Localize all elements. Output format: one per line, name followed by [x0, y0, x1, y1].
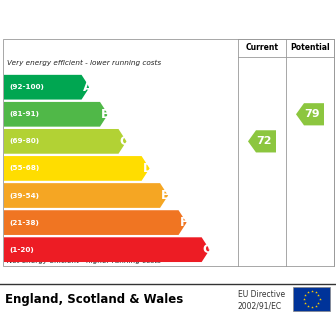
Text: 2002/91/EC: 2002/91/EC — [238, 301, 282, 311]
Text: Not energy efficient - higher running costs: Not energy efficient - higher running co… — [7, 258, 161, 264]
Polygon shape — [296, 103, 324, 125]
Text: 79: 79 — [304, 109, 320, 119]
Text: 72: 72 — [256, 136, 272, 146]
Text: Energy Efficiency Rating: Energy Efficiency Rating — [57, 11, 279, 26]
Text: Very energy efficient - lower running costs: Very energy efficient - lower running co… — [7, 60, 161, 66]
Text: Potential: Potential — [290, 43, 330, 52]
Polygon shape — [4, 75, 89, 100]
Text: F: F — [179, 216, 188, 229]
Bar — [293, 287, 330, 311]
Text: (92-100): (92-100) — [9, 84, 44, 90]
Polygon shape — [248, 130, 276, 152]
Polygon shape — [4, 129, 126, 154]
Polygon shape — [4, 102, 108, 127]
Text: C: C — [120, 135, 129, 148]
Polygon shape — [4, 237, 210, 262]
Text: B: B — [101, 108, 111, 121]
Text: G: G — [203, 243, 213, 256]
Polygon shape — [4, 156, 150, 181]
Text: (81-91): (81-91) — [9, 111, 39, 117]
Polygon shape — [4, 210, 186, 235]
Text: England, Scotland & Wales: England, Scotland & Wales — [5, 294, 183, 306]
Text: (1-20): (1-20) — [9, 247, 34, 253]
Text: Current: Current — [246, 43, 279, 52]
Text: A: A — [83, 81, 92, 94]
Text: (21-38): (21-38) — [9, 220, 39, 226]
Text: (55-68): (55-68) — [9, 165, 39, 171]
Text: D: D — [142, 162, 153, 175]
Text: (69-80): (69-80) — [9, 138, 39, 144]
Polygon shape — [4, 183, 168, 208]
Text: E: E — [161, 189, 170, 202]
Text: (39-54): (39-54) — [9, 192, 39, 198]
Text: EU Directive: EU Directive — [238, 290, 285, 300]
